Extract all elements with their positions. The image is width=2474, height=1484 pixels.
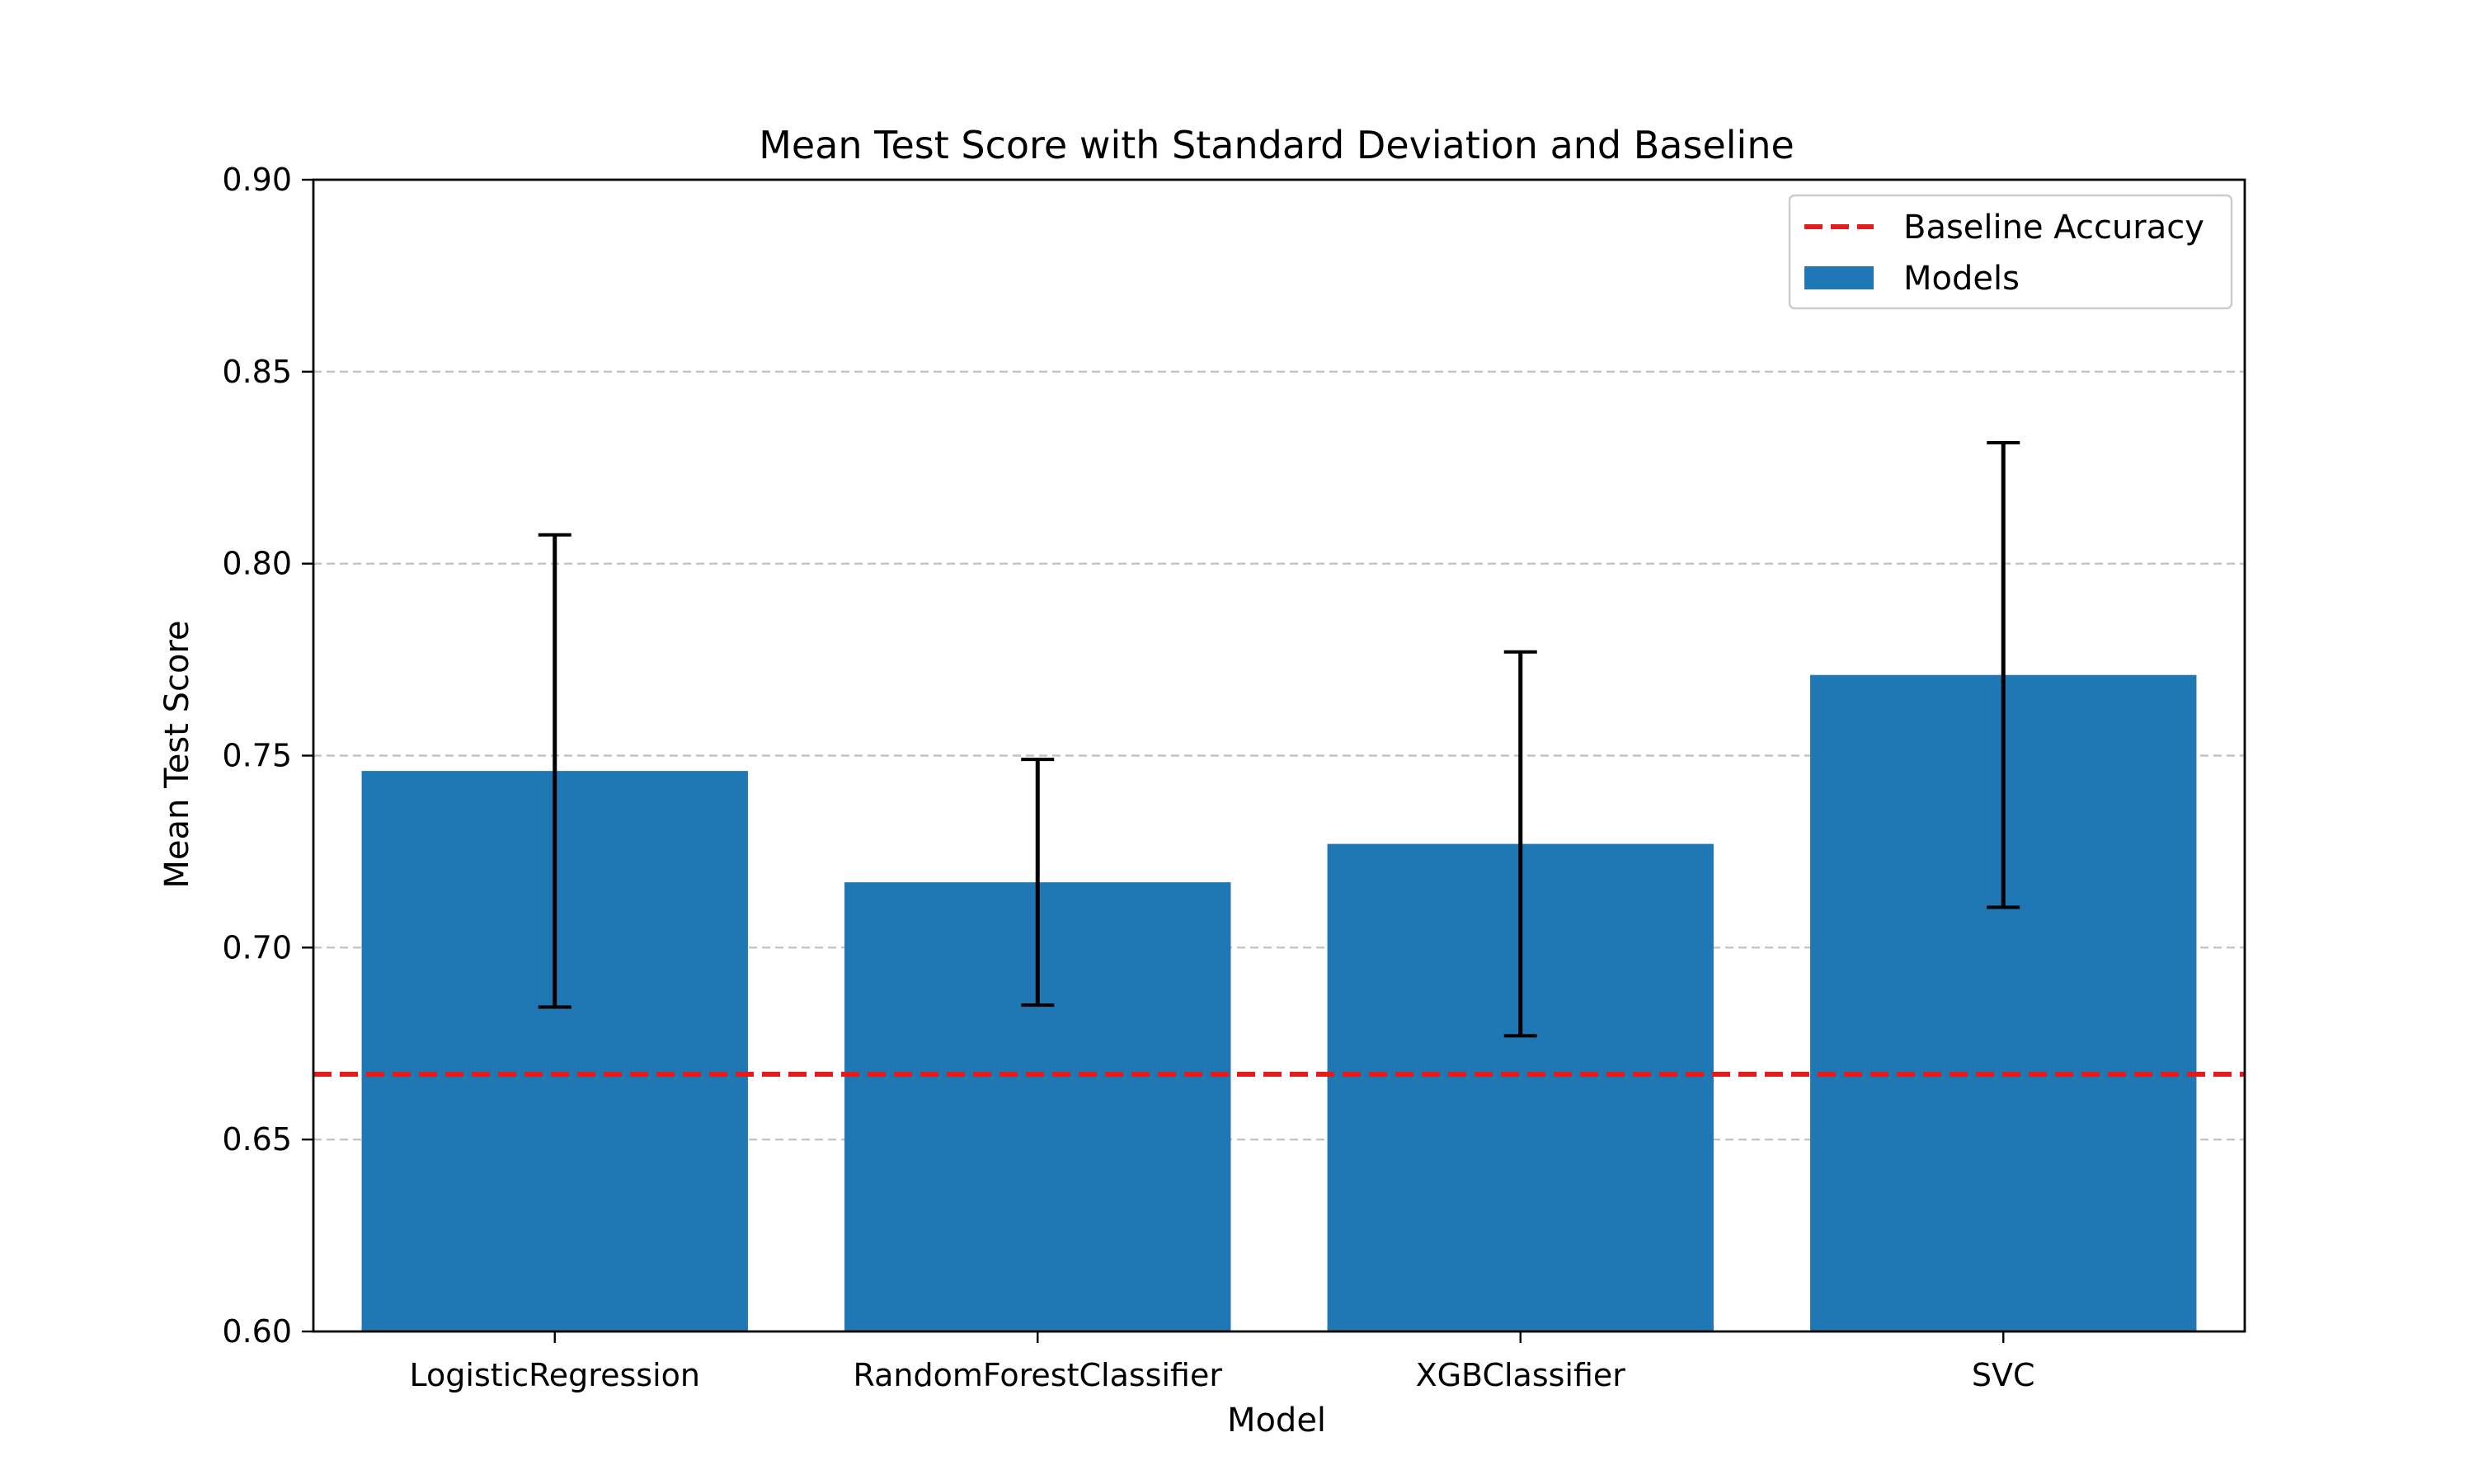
legend-swatch-models: [1804, 266, 1874, 289]
bars: [361, 674, 2197, 1331]
y-tick-label: 0.60: [222, 1313, 292, 1350]
y-tick-label: 0.90: [222, 162, 292, 198]
y-tick-label: 0.70: [222, 929, 292, 965]
y-tick-label: 0.80: [222, 546, 292, 582]
legend-label: Models: [1903, 260, 2020, 298]
error-bars: [538, 440, 2020, 1038]
ticks: LogisticRegression RandomForestClassifier…: [222, 162, 2034, 1393]
chart-title: Mean Test Score with Standard Deviation …: [759, 123, 1794, 167]
y-tick-label: 0.85: [222, 354, 292, 390]
x-tick-label-RandomForestClassifier: RandomForestClassifier: [854, 1357, 1223, 1393]
x-tick-label-XGBClassifier: XGBClassifier: [1416, 1357, 1626, 1393]
y-tick-label: 0.75: [222, 738, 292, 774]
legend-label: Baseline Accuracy: [1903, 209, 2204, 247]
legend: Baseline Accuracy Models: [1788, 194, 2233, 310]
x-tick-label-LogisticRegression: LogisticRegression: [410, 1357, 700, 1393]
y-axis-label: Mean Test Score: [158, 620, 196, 888]
legend-box: [1788, 194, 2233, 310]
x-tick-label-SVC: SVC: [1972, 1357, 2035, 1393]
y-tick-label: 0.65: [222, 1121, 292, 1158]
x-axis-label: Model: [1227, 1402, 1326, 1439]
